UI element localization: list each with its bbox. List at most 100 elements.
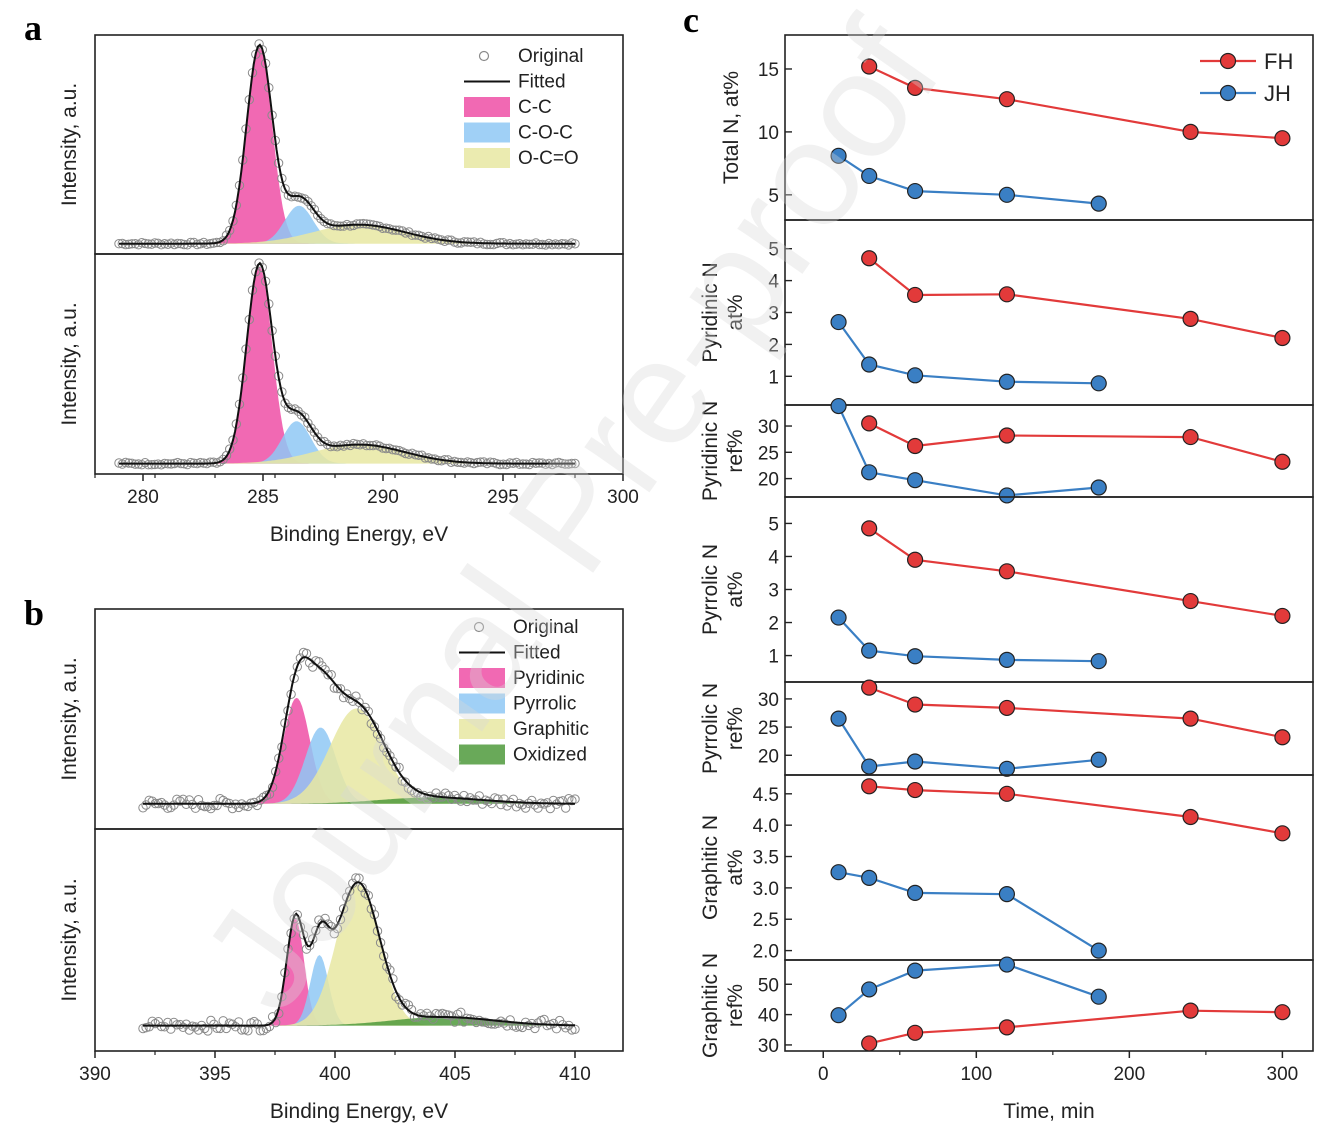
y-tick-label-c: 15: [758, 60, 779, 81]
data-point-jh-c5: [998, 760, 1016, 777]
legend-label-fh: FH: [1264, 49, 1293, 74]
data-point-fh-c3: [998, 427, 1016, 444]
y-axis-label-c7-line2: ref%: [724, 984, 747, 1027]
y-axis-label-c4-line1: Pyrrolic N: [699, 544, 722, 635]
x-axis-label-b: Binding Energy, eV: [270, 1100, 448, 1123]
series-line-fh-c6: [869, 785, 1283, 835]
legend-label-o-c-o-a: O-C=O: [518, 148, 579, 169]
y-tick-label-c: 3.5: [753, 848, 779, 869]
data-point-fh-c5: [861, 679, 878, 696]
data-point-b-top: [450, 790, 460, 801]
y-axis-label-c3-line1: Pyridinic N: [699, 401, 722, 501]
data-point-b-top: [212, 800, 222, 811]
data-point-fh-c7: [998, 1019, 1016, 1036]
data-point-fh-c2: [906, 286, 924, 304]
legend-label-fitted-b: Fitted: [513, 643, 561, 664]
data-point-fh-c2: [998, 286, 1016, 303]
axes-frame-a-bottom: [94, 253, 624, 475]
data-point-a-top: [313, 210, 323, 221]
x-tick-label-c: 300: [1267, 1064, 1299, 1085]
axes-frame-c-7: [784, 959, 1314, 1052]
data-point-a-top: [518, 240, 528, 250]
plots-layer: Intensity, a.u. Intensity, a.u. 280 285 290 2…: [58, 34, 1314, 1123]
data-point-fh-c5: [998, 699, 1016, 717]
data-point-jh-c6: [830, 864, 847, 881]
data-point-fh-c6: [906, 781, 924, 799]
data-point-fh-c6: [1182, 808, 1199, 826]
legend-label-oxidized-b: Oxidized: [513, 745, 587, 766]
legend-marker-original-b: [473, 621, 485, 633]
data-point-b-top: [561, 803, 571, 813]
data-point-fh-c7: [1182, 1002, 1199, 1019]
y-axis-label-a-bottom: Intensity, a.u.: [58, 302, 81, 425]
data-point-b-top: [255, 795, 265, 805]
data-point-jh-c5: [830, 710, 847, 727]
data-point-jh-c3: [830, 397, 847, 415]
data-point-b-bottom: [178, 1022, 188, 1033]
y-axis-label-c2-line2: at%: [724, 294, 747, 330]
data-point-b-bottom: [255, 1026, 265, 1036]
data-point-jh-c4: [998, 651, 1016, 668]
y-tick-label-c: 10: [758, 123, 779, 144]
data-point-a-bottom: [319, 436, 329, 447]
series-line-jh-c2: [837, 321, 1099, 385]
data-point-a-top: [482, 239, 492, 250]
data-point-b-bottom: [493, 1018, 503, 1028]
y-tick-label-c: 5: [768, 240, 779, 261]
data-point-jh-c3: [998, 487, 1016, 504]
x-tick-label-a: 295: [487, 487, 519, 508]
y-axis-label-c1: Total N, at%: [720, 71, 743, 184]
data-point-b-top: [215, 794, 225, 804]
data-point-fh-c1: [906, 79, 924, 96]
peak-o-c-o-a-bottom: [119, 444, 575, 464]
y-axis-label-c6-line1: Graphitic N: [699, 815, 722, 920]
data-point-b-bottom: [292, 910, 302, 920]
data-point-b-bottom: [243, 1026, 253, 1036]
y-axis-label-b-bottom: Intensity, a.u.: [58, 878, 81, 1001]
data-point-a-top: [218, 236, 228, 246]
data-point-b-bottom: [428, 1014, 438, 1024]
x-tick-label-b: 395: [199, 1064, 231, 1085]
data-point-b-bottom: [548, 1018, 559, 1029]
data-point-fh-c5: [1274, 729, 1291, 746]
data-point-jh-c7: [830, 1007, 847, 1024]
x-tick-label-c: 100: [960, 1064, 992, 1085]
data-point-jh-c5: [906, 753, 924, 770]
data-point-jh-c7: [998, 956, 1016, 973]
panel-letter-c: c: [683, 0, 699, 40]
axes-frame-c-6: [784, 774, 1314, 961]
data-point-b-top: [462, 796, 472, 807]
fitted-line-a-bottom: [119, 261, 575, 465]
y-axis-label-a-top: Intensity, a.u.: [58, 83, 81, 206]
data-point-a-bottom: [225, 444, 235, 454]
legend-swatch-c-o-c-a: [464, 122, 510, 143]
y-tick-label-c: 5: [768, 186, 779, 207]
y-tick-label-c: 4: [768, 272, 779, 293]
data-point-jh-c6: [1090, 942, 1107, 959]
data-point-fh-c2: [1274, 329, 1291, 347]
y-tick-label-c: 2: [768, 335, 779, 356]
data-point-b-top: [335, 684, 346, 694]
data-point-jh-c5: [861, 758, 878, 775]
data-point-fh-c2: [861, 250, 878, 267]
data-point-a-top: [186, 237, 196, 248]
data-point-b-top: [385, 751, 395, 761]
x-tick-label-a: 300: [607, 487, 639, 508]
x-tick-label-b: 410: [559, 1064, 591, 1085]
series-line-jh-c5: [837, 718, 1099, 770]
series-line-jh-c7: [837, 963, 1100, 1017]
peak-c-c-a-bottom: [119, 266, 575, 464]
data-point-b-top: [496, 799, 506, 810]
data-point-jh-c1: [830, 147, 847, 164]
data-point-b-bottom: [323, 919, 333, 929]
x-tick-label-a: 285: [247, 487, 279, 508]
data-point-a-top: [508, 240, 518, 250]
data-point-jh-c7: [1090, 988, 1107, 1005]
data-point-b-bottom: [453, 1009, 463, 1019]
data-point-b-bottom: [477, 1017, 488, 1027]
data-point-b-top: [323, 670, 333, 680]
data-point-b-top: [332, 683, 343, 694]
data-point-fh-c7: [1274, 1004, 1291, 1021]
legend-label-pyrrolic-b: Pyrrolic: [513, 694, 576, 715]
data-point-jh-c2: [998, 373, 1016, 390]
